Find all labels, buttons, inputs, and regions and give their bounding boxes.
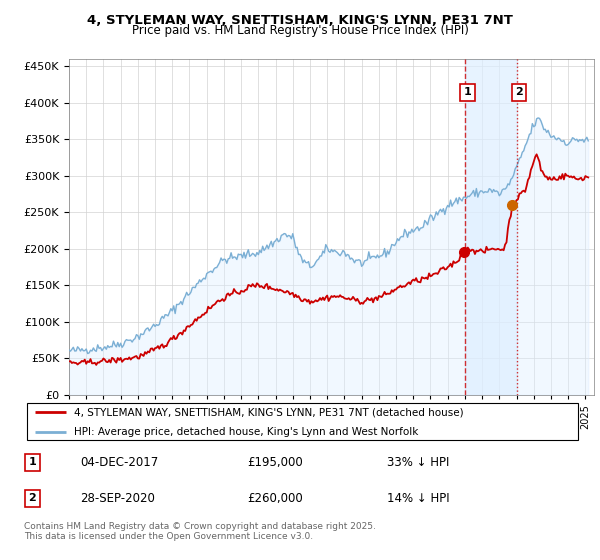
Text: HPI: Average price, detached house, King's Lynn and West Norfolk: HPI: Average price, detached house, King…	[74, 427, 419, 437]
Text: 33% ↓ HPI: 33% ↓ HPI	[387, 456, 449, 469]
Text: 2: 2	[515, 87, 523, 97]
FancyBboxPatch shape	[27, 403, 578, 440]
Text: £195,000: £195,000	[247, 456, 303, 469]
Text: 14% ↓ HPI: 14% ↓ HPI	[387, 492, 449, 505]
Text: 28-SEP-2020: 28-SEP-2020	[80, 492, 155, 505]
Text: 1: 1	[464, 87, 472, 97]
Text: 2: 2	[28, 493, 36, 503]
Text: 4, STYLEMAN WAY, SNETTISHAM, KING'S LYNN, PE31 7NT (detached house): 4, STYLEMAN WAY, SNETTISHAM, KING'S LYNN…	[74, 407, 464, 417]
Text: 1: 1	[28, 457, 36, 467]
Bar	[465, 59, 517, 395]
Text: 4, STYLEMAN WAY, SNETTISHAM, KING'S LYNN, PE31 7NT: 4, STYLEMAN WAY, SNETTISHAM, KING'S LYNN…	[87, 14, 513, 27]
Text: 04-DEC-2017: 04-DEC-2017	[80, 456, 158, 469]
Text: Contains HM Land Registry data © Crown copyright and database right 2025.
This d: Contains HM Land Registry data © Crown c…	[24, 522, 376, 542]
Text: £260,000: £260,000	[247, 492, 303, 505]
Text: Price paid vs. HM Land Registry's House Price Index (HPI): Price paid vs. HM Land Registry's House …	[131, 24, 469, 37]
